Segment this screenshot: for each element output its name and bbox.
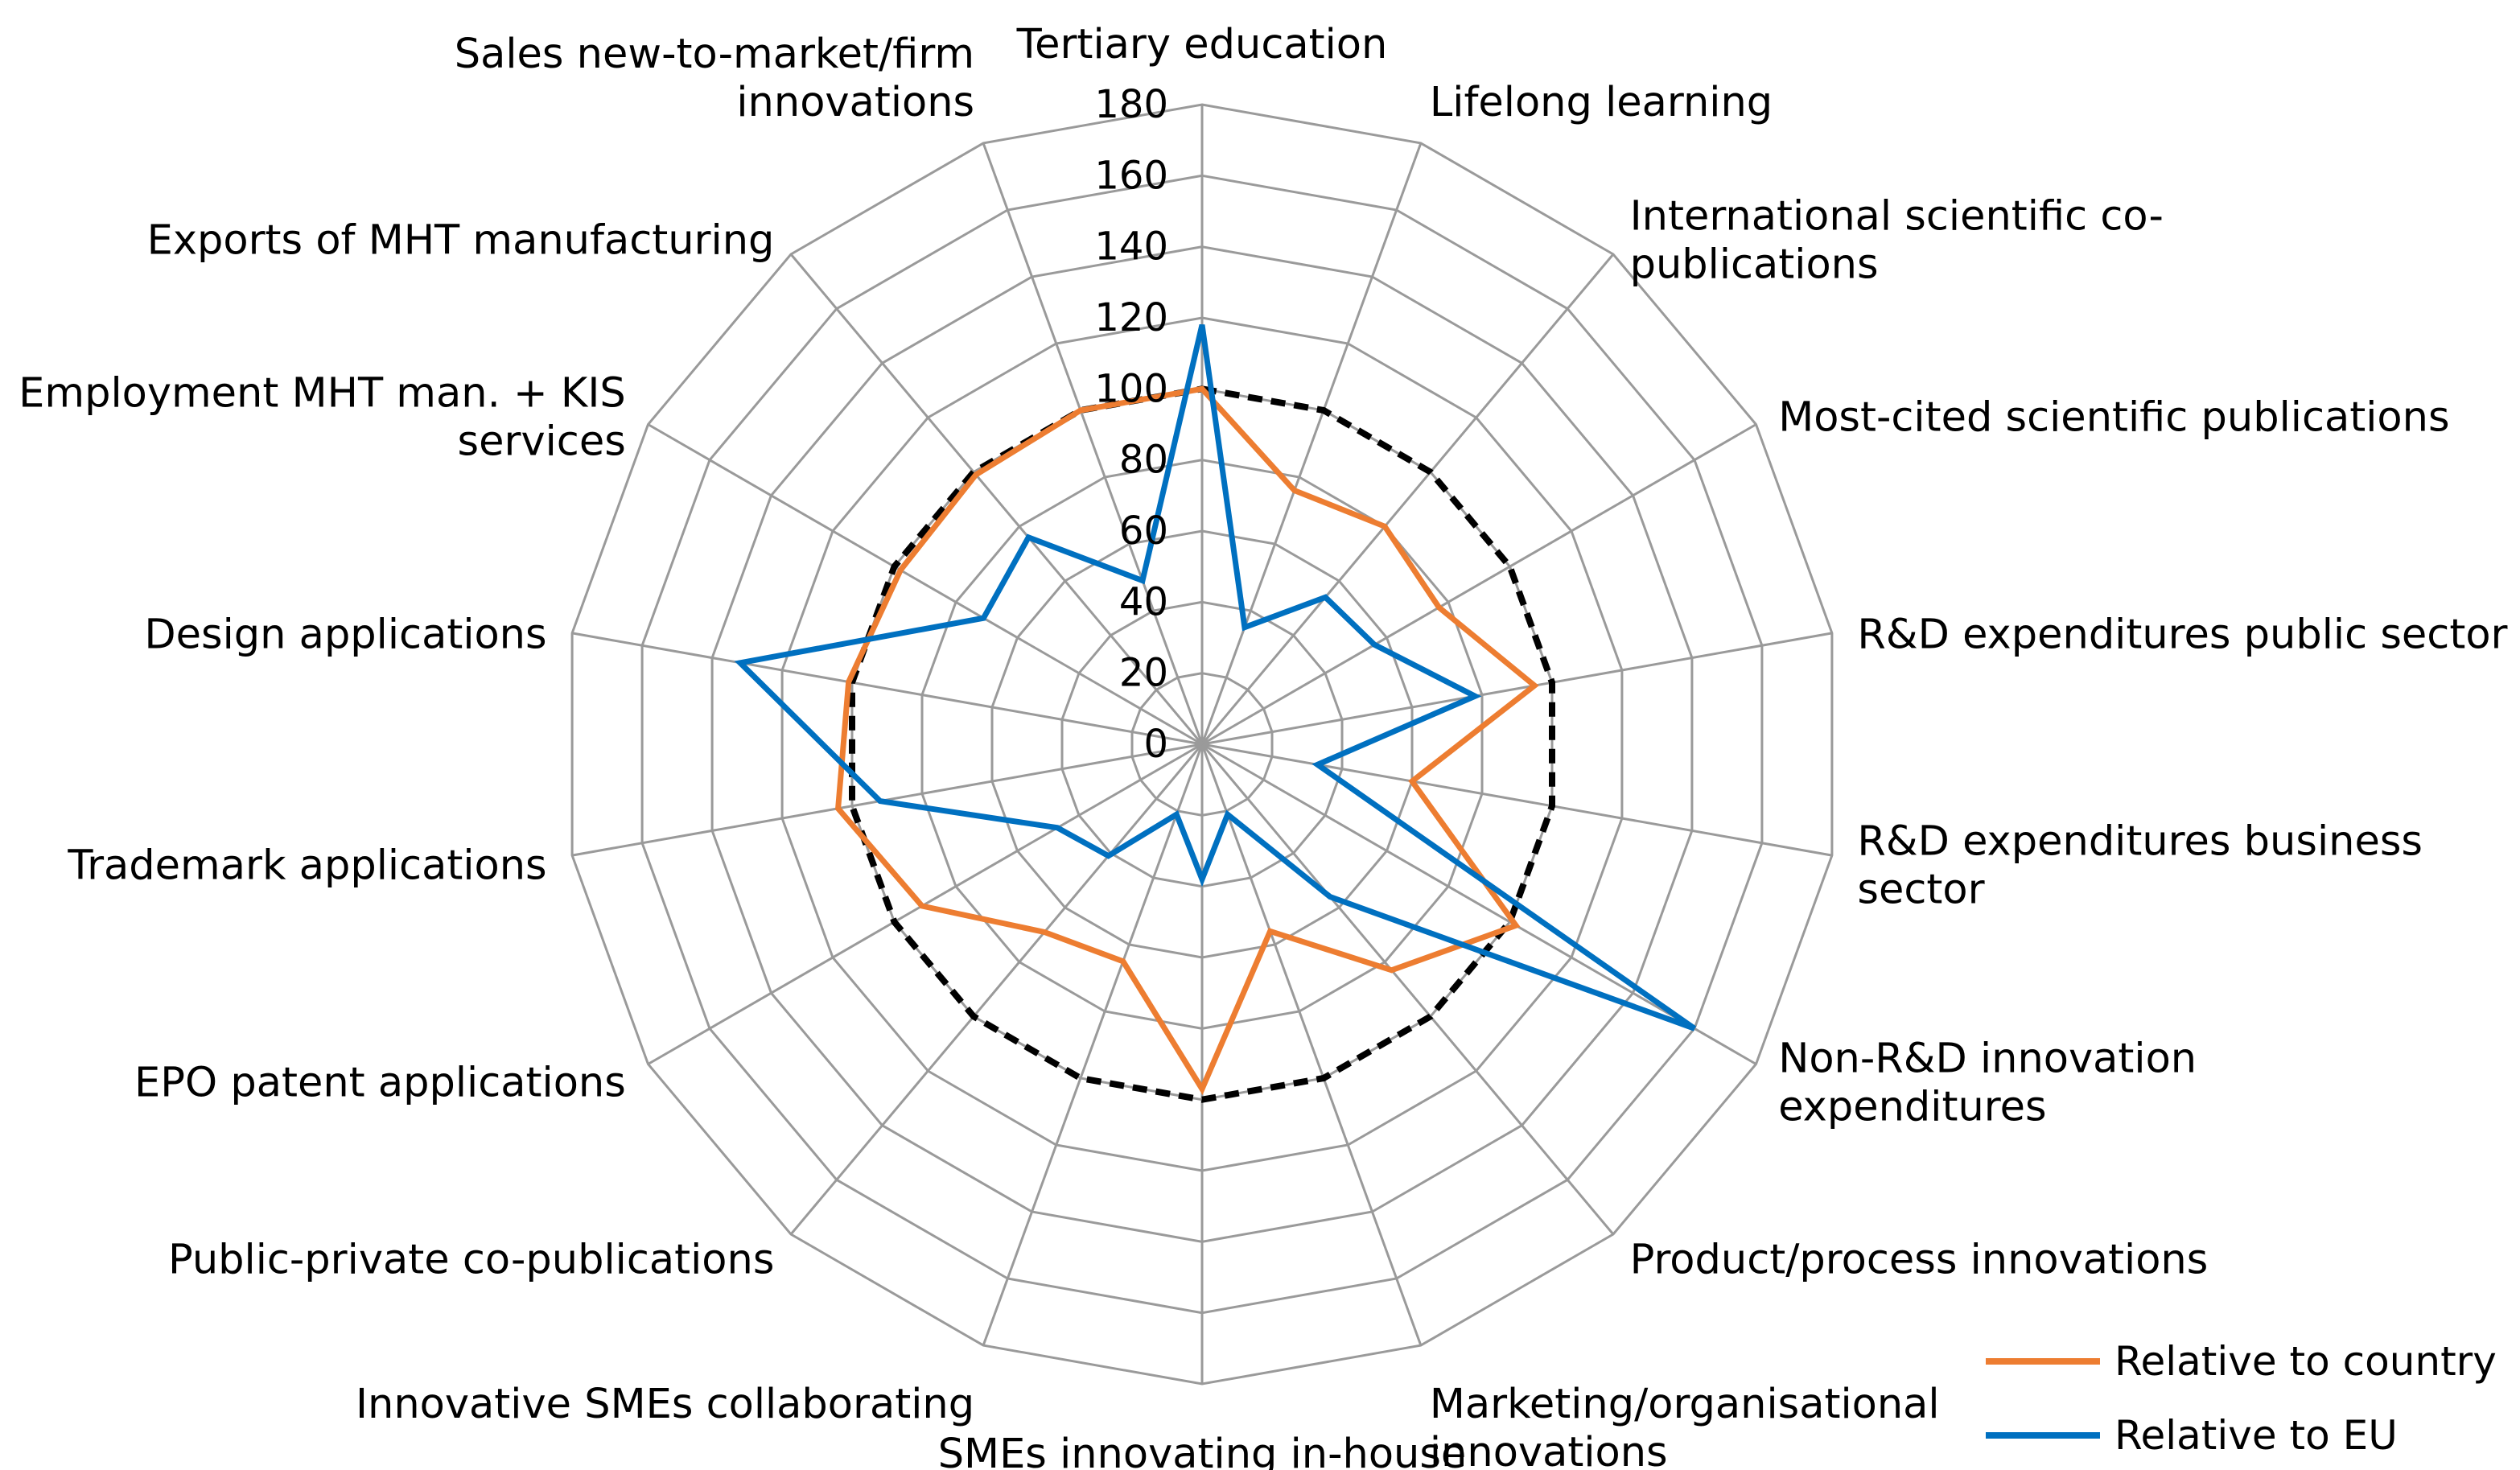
legend-label: Relative to EU — [2114, 1412, 2398, 1459]
category-label: Exports of MHT manufacturing — [147, 217, 775, 265]
chart-legend: Relative to country Relative to EU — [1986, 1338, 2497, 1459]
tick-label: 40 — [1119, 579, 1168, 624]
tick-label: 80 — [1119, 438, 1168, 483]
category-label: Tertiary education — [1016, 21, 1388, 68]
category-label: Trademark applications — [67, 842, 546, 890]
category-label: Most-cited scientific publications — [1778, 394, 2449, 442]
category-label: Public-private co-publications — [168, 1237, 774, 1284]
category-label: EPO patent applications — [134, 1060, 626, 1107]
tick-label: 180 — [1094, 82, 1168, 127]
category-label: Employment MHT man. + KIS services — [19, 370, 626, 466]
category-label: International scientific co-publications — [1630, 193, 2164, 289]
category-label: Sales new-to-market/firm innovations — [455, 31, 974, 126]
category-label: SMEs innovating in-house — [938, 1431, 1467, 1470]
spoke — [1201, 632, 1833, 746]
spoke — [1200, 253, 1615, 745]
category-label: R&D expenditures business sector — [1857, 818, 2423, 914]
category-label: Product/process innovations — [1630, 1237, 2209, 1284]
tick-label: 140 — [1094, 224, 1168, 270]
spoke — [789, 253, 1204, 745]
chart-series — [734, 324, 1697, 1095]
spoke — [789, 743, 1204, 1235]
spoke — [1201, 743, 1757, 1065]
spoke — [982, 743, 1204, 1346]
spoke — [1200, 743, 1615, 1235]
tick-label: 120 — [1094, 295, 1168, 340]
category-label: R&D expenditures public sector — [1857, 611, 2507, 658]
category-label: Innovative SMEs collaborating — [356, 1381, 974, 1428]
tick-label: 20 — [1119, 651, 1168, 696]
tick-label: 100 — [1094, 366, 1168, 411]
spoke — [1200, 743, 1423, 1346]
radial-tick-labels: 0 20 40 60 80 100 120 140 160 180 — [1094, 82, 1168, 767]
category-label: Non-R&D innovation expenditures — [1778, 1036, 2197, 1131]
legend-label: Relative to country — [2114, 1338, 2497, 1385]
category-label: Design applications — [144, 611, 546, 658]
tick-label: 0 — [1143, 722, 1168, 767]
spoke — [647, 423, 1203, 746]
category-labels: Tertiary education Lifelong learning Inter… — [19, 21, 2507, 1470]
spoke — [571, 632, 1203, 746]
tick-label: 160 — [1094, 153, 1168, 198]
spoke — [1201, 423, 1757, 746]
tick-label: 60 — [1119, 509, 1168, 554]
category-label: Lifelong learning — [1430, 79, 1773, 126]
reference-ring — [849, 385, 1555, 1103]
chart-spokes — [571, 105, 1833, 1384]
category-label: Marketing/organisational innovations — [1430, 1381, 1940, 1470]
reference-line-100 — [849, 385, 1555, 1103]
spoke — [1200, 142, 1423, 745]
spoke — [1201, 743, 1833, 857]
spoke — [982, 142, 1204, 745]
